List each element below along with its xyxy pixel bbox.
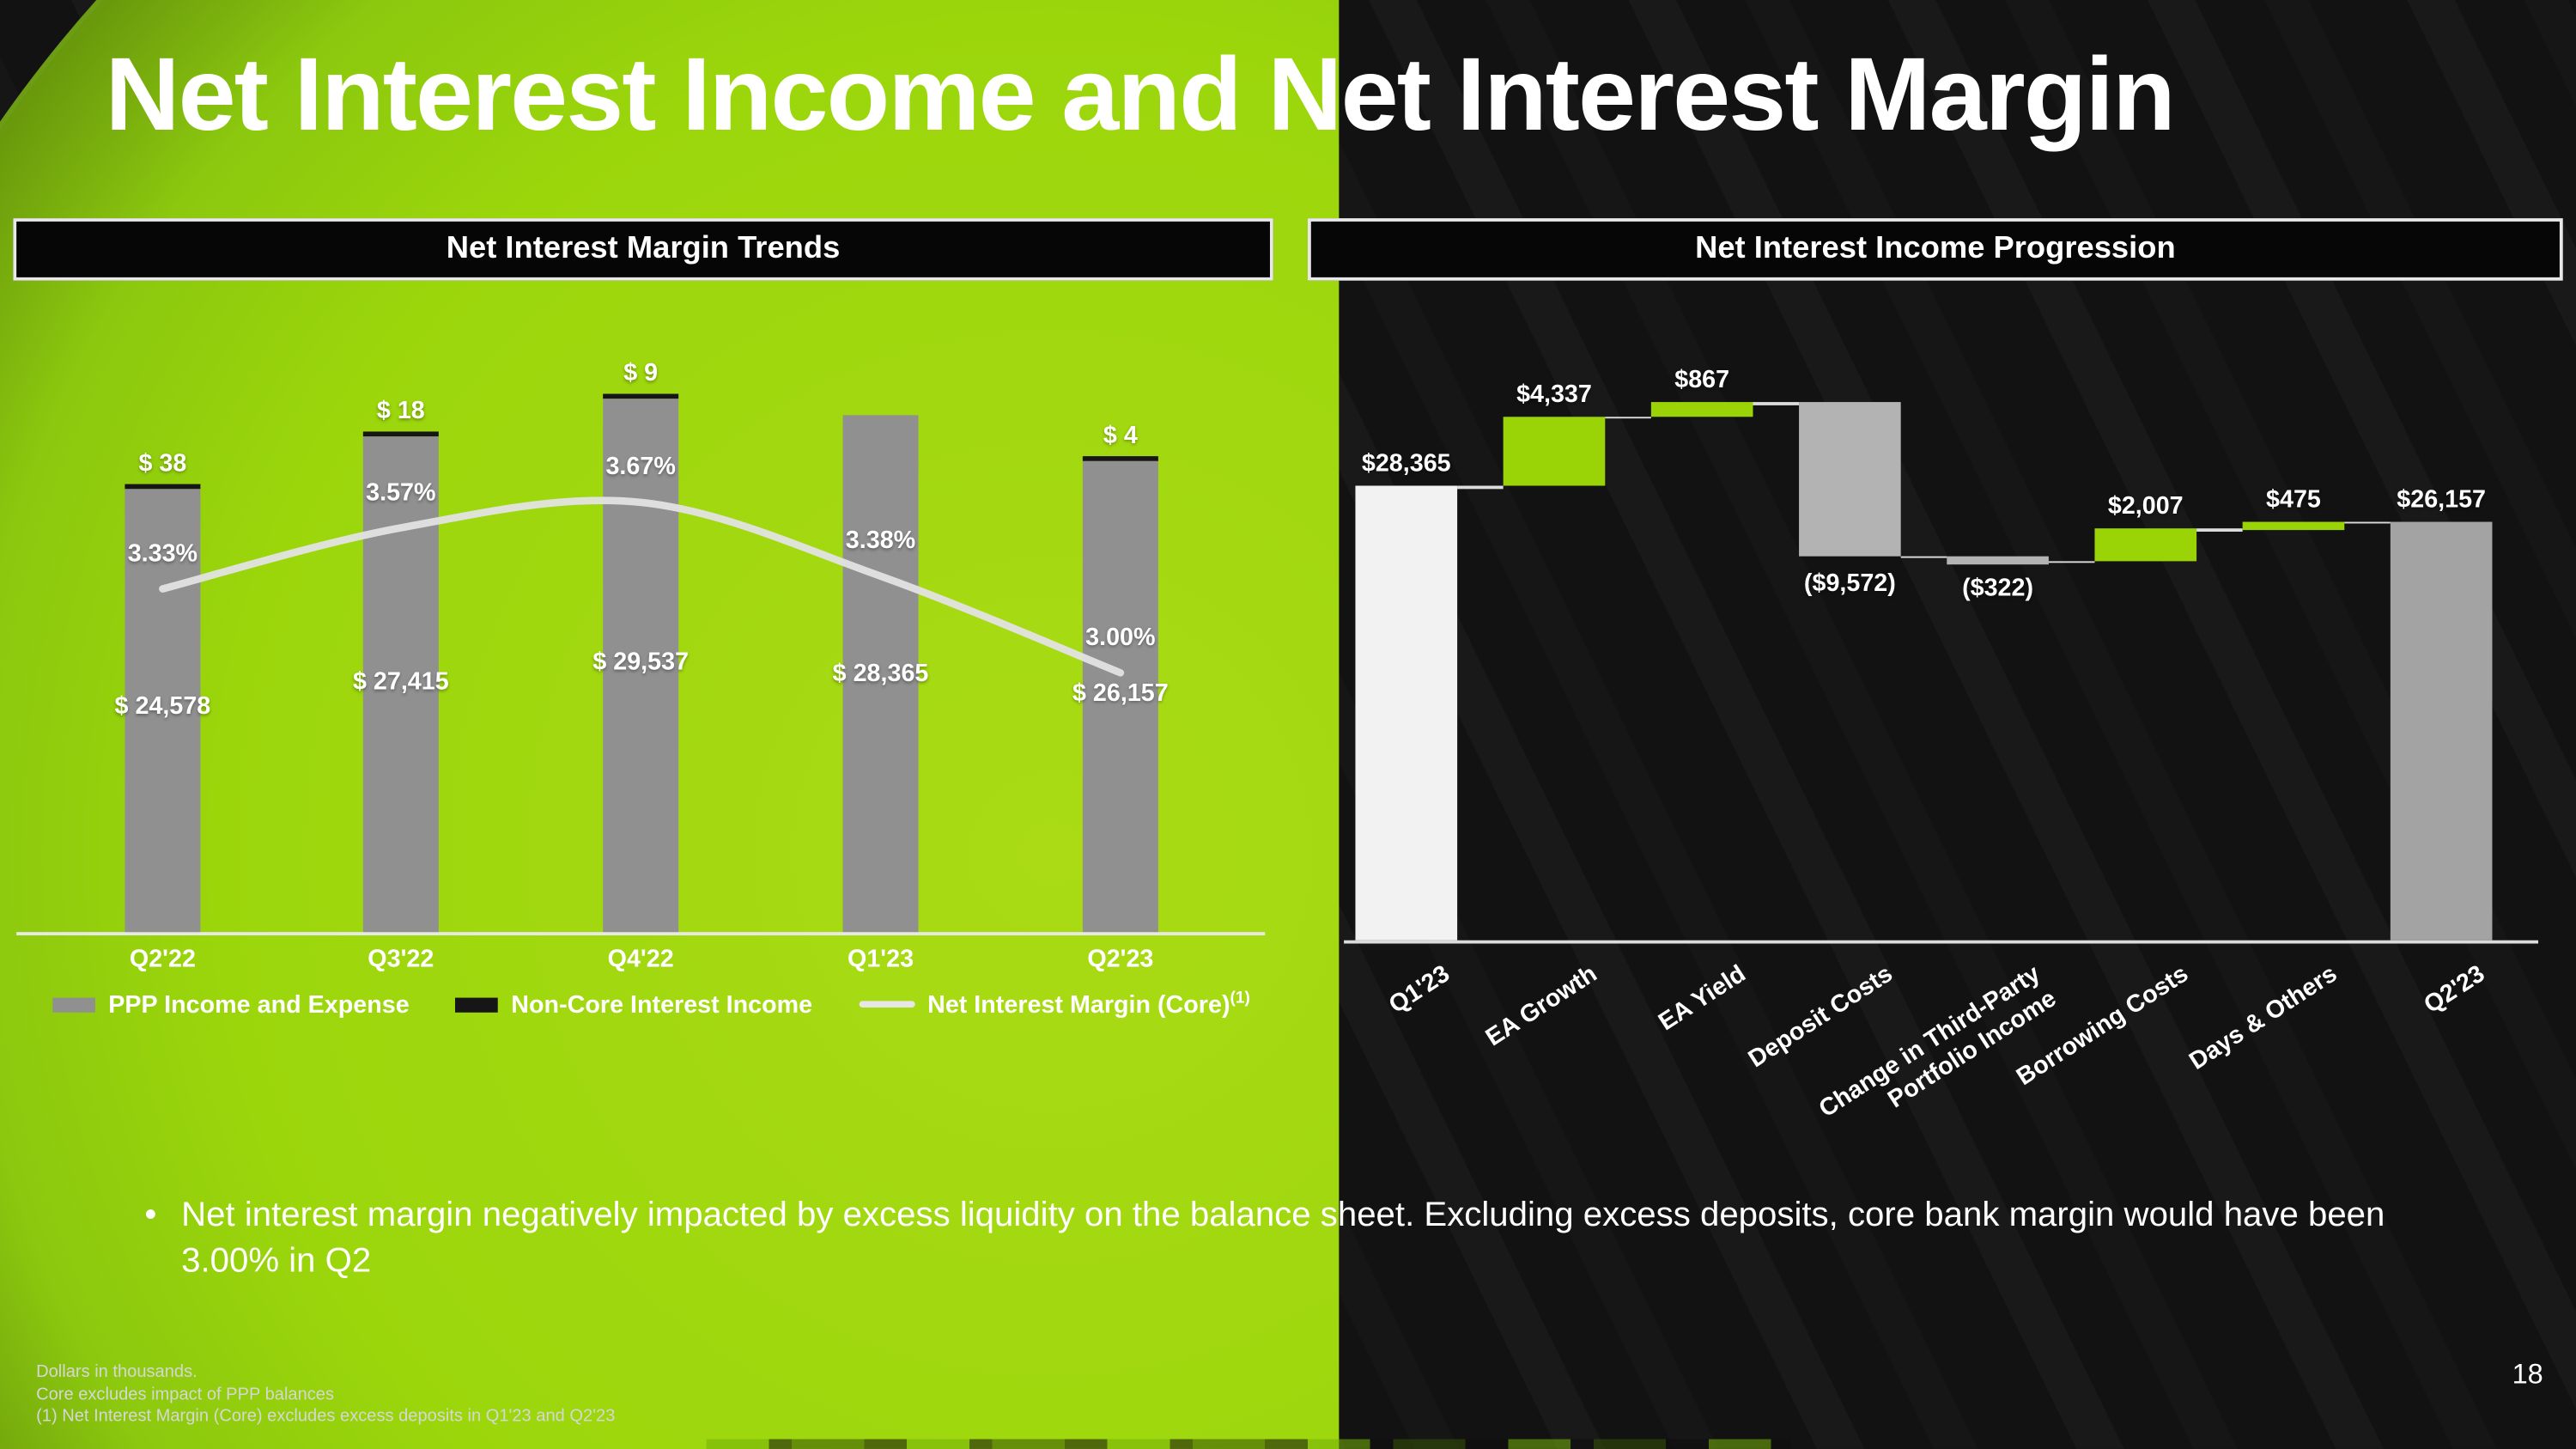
waterfall-bar (1355, 485, 1458, 941)
legend-item: PPP Income and Expense (52, 989, 410, 1019)
chart-legend: PPP Income and Expense Non-Core Interest … (52, 989, 1250, 1019)
right-panel-header: Net Interest Income Progression (1307, 218, 2563, 281)
legend-superscript: (1) (1230, 989, 1250, 1008)
waterfall-category-label: EA Growth (1480, 959, 1602, 1052)
slide-title: Net Interest Income and Net Interest Mar… (105, 37, 2175, 153)
bar-top-value-label: $ 4 (1103, 421, 1138, 449)
waterfall-category-label: Days & Others (2184, 959, 2342, 1076)
dark-legend-swatch (455, 996, 498, 1012)
waterfall-category-label: Q2'23 (2418, 959, 2490, 1020)
category-label: Q1'23 (847, 945, 914, 973)
bar-top-value-label: $ 18 (376, 398, 425, 426)
noncore-bar-segment (1082, 455, 1158, 461)
x-axis-line (1344, 940, 2539, 944)
waterfall-value-label: ($322) (1962, 574, 2034, 602)
bullet-text: Net interest margin negatively impacted … (181, 1196, 2385, 1281)
bar-top-value-label: $ 9 (623, 359, 659, 387)
waterfall-bar (2242, 521, 2345, 530)
category-label: Q3'22 (368, 945, 434, 973)
waterfall-value-label: $4,337 (1516, 380, 1592, 409)
waterfall-bar (1503, 416, 1606, 486)
bar-value-label: $ 26,157 (1072, 679, 1169, 708)
bottom-strip-decoration (706, 1439, 1791, 1449)
bullet-dot: • (144, 1196, 157, 1234)
line-legend-swatch (858, 1001, 914, 1008)
footnotes: Dollars in thousands. Core excludes impa… (36, 1362, 615, 1429)
waterfall-value-label: $28,365 (1361, 449, 1451, 478)
footnote-line: (1) Net Interest Margin (Core) excludes … (36, 1406, 616, 1427)
waterfall-bar (1947, 555, 2049, 564)
key-takeaway-bullet: • Net interest margin negatively impacte… (144, 1193, 2461, 1285)
waterfall-bar (2094, 528, 2197, 561)
footnote-line: Core excludes impact of PPP balances (36, 1384, 335, 1404)
waterfall-bar (1650, 402, 1753, 417)
bar-value-label: $ 24,578 (114, 692, 211, 721)
category-label: Q4'22 (607, 945, 674, 973)
connector-line (1457, 485, 1504, 489)
waterfall-bar (2390, 521, 2493, 941)
category-label: Q2'22 (129, 945, 196, 973)
connector-line (1605, 416, 1651, 419)
legend-label: PPP Income and Expense (108, 989, 410, 1019)
noncore-bar-segment (362, 432, 439, 438)
waterfall-value-label: $867 (1674, 366, 1730, 394)
waterfall-value-label: ($9,572) (1803, 569, 1896, 597)
waterfall-value-label: $475 (2266, 484, 2321, 514)
legend-item: Net Interest Margin (Core)(1) (858, 989, 1250, 1020)
connector-line (2048, 561, 2095, 563)
noncore-bar-segment (603, 393, 679, 399)
x-axis-line (16, 932, 1266, 935)
noncore-bar-segment (125, 484, 201, 489)
connector-line (1753, 402, 1800, 405)
waterfall-category-label: Deposit Costs (1743, 959, 1899, 1074)
waterfall-bar (1799, 402, 1901, 556)
waterfall-category-label: EA Yield (1653, 959, 1751, 1037)
page-number: 18 (2512, 1358, 2543, 1391)
waterfall-value-label: $26,157 (2397, 484, 2487, 514)
footnote-line: Dollars in thousands. (36, 1361, 197, 1382)
legend-label: Net Interest Margin (Core)(1) (927, 989, 1250, 1020)
connector-line (2196, 528, 2243, 532)
legend-label: Non-Core Interest Income (511, 989, 813, 1019)
legend-item: Non-Core Interest Income (455, 990, 812, 1018)
connector-line (2344, 521, 2391, 524)
margin-pct-label: 3.67% (605, 453, 676, 482)
connector-line (1900, 555, 1947, 558)
waterfall-value-label: $2,007 (2107, 492, 2184, 521)
left-panel-header: Net Interest Margin Trends (13, 218, 1273, 281)
bar-top-value-label: $ 38 (138, 448, 187, 478)
gray-legend-swatch (52, 996, 95, 1012)
category-label: Q2'23 (1087, 945, 1154, 973)
waterfall-category-label: Q1'23 (1383, 959, 1455, 1020)
